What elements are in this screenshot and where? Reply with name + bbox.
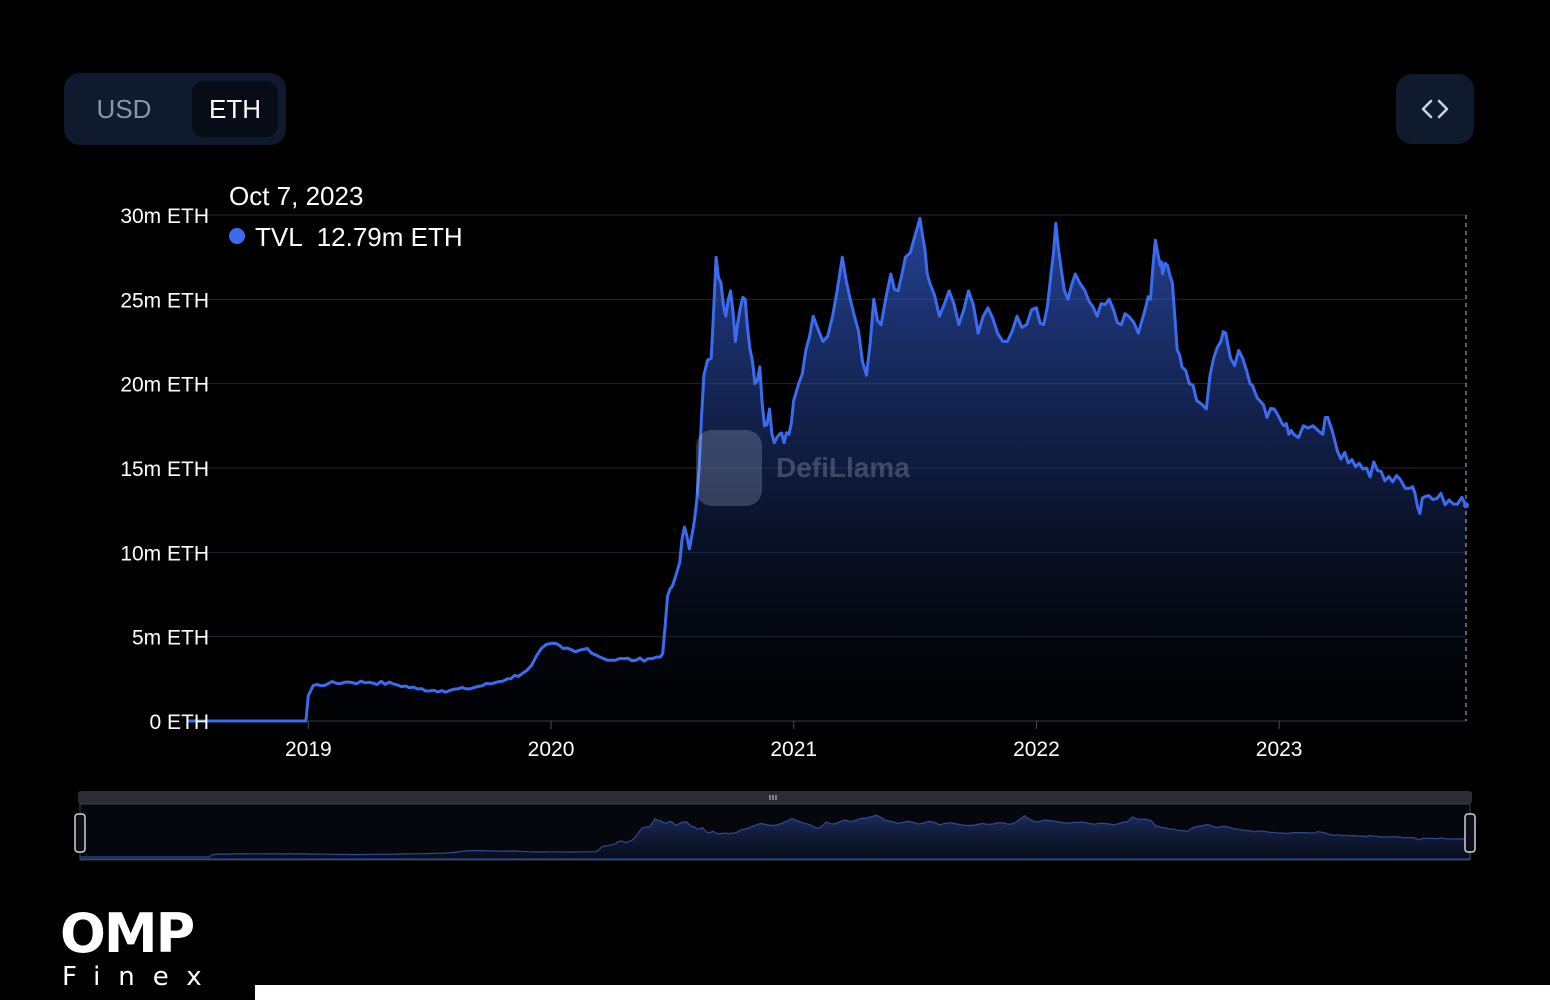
tooltip-series-name: TVL bbox=[255, 222, 303, 252]
code-brackets-icon bbox=[1421, 99, 1449, 119]
currency-toggle: USD ETH bbox=[64, 73, 286, 145]
brush-overview-area bbox=[79, 814, 1471, 860]
hover-point bbox=[1463, 502, 1469, 509]
watermark-text: DefiLlama bbox=[776, 452, 910, 483]
y-tick-label: 25m ETH bbox=[120, 289, 209, 312]
brush-right-handle[interactable] bbox=[1464, 813, 1476, 853]
x-tick-label: 2020 bbox=[528, 738, 575, 761]
y-tick-label: 30m ETH bbox=[120, 205, 209, 228]
series-dot-icon bbox=[229, 228, 245, 244]
defillama-watermark: DefiLlama bbox=[696, 430, 910, 506]
tvl-series-line bbox=[187, 216, 1468, 723]
eth-toggle-option[interactable]: ETH bbox=[192, 81, 278, 137]
range-brush[interactable] bbox=[74, 791, 1476, 861]
y-tick-label: 10m ETH bbox=[120, 542, 209, 565]
tooltip-date: Oct 7, 2023 bbox=[229, 181, 364, 211]
tvl-area bbox=[187, 215, 1469, 723]
x-tick-label: 2023 bbox=[1256, 738, 1303, 761]
omp-finex-logo: OMP Finex bbox=[58, 904, 218, 994]
tvl-area-fill bbox=[187, 218, 1466, 721]
x-axis: 2019 2020 2021 2022 2023 bbox=[285, 721, 1302, 761]
y-axis: 0 ETH 5m ETH 10m ETH 15m ETH 20m ETH 25m ETH 3… bbox=[120, 205, 209, 734]
x-tick-label: 2022 bbox=[1013, 738, 1060, 761]
tooltip-series: TVL 12.79m ETH bbox=[229, 222, 463, 253]
y-tick-label: 15m ETH bbox=[120, 458, 209, 481]
usd-toggle-option[interactable]: USD bbox=[96, 94, 152, 124]
x-tick-label: 2019 bbox=[285, 738, 332, 761]
embed-button[interactable] bbox=[1396, 74, 1474, 144]
y-tick-label: 5m ETH bbox=[132, 627, 209, 650]
brand-name: OMP bbox=[60, 902, 195, 965]
brush-drag-bar[interactable] bbox=[78, 791, 1472, 804]
y-tick-label: 20m ETH bbox=[120, 374, 209, 397]
tooltip-value: 12.79m ETH bbox=[316, 222, 463, 252]
footer-strip bbox=[255, 985, 1550, 1000]
y-tick-label: 0 ETH bbox=[149, 711, 209, 734]
brush-left-handle[interactable] bbox=[74, 813, 86, 853]
llama-logo-icon bbox=[696, 430, 762, 506]
x-tick-label: 2021 bbox=[770, 738, 817, 761]
brand-subtitle: Finex bbox=[62, 962, 220, 992]
